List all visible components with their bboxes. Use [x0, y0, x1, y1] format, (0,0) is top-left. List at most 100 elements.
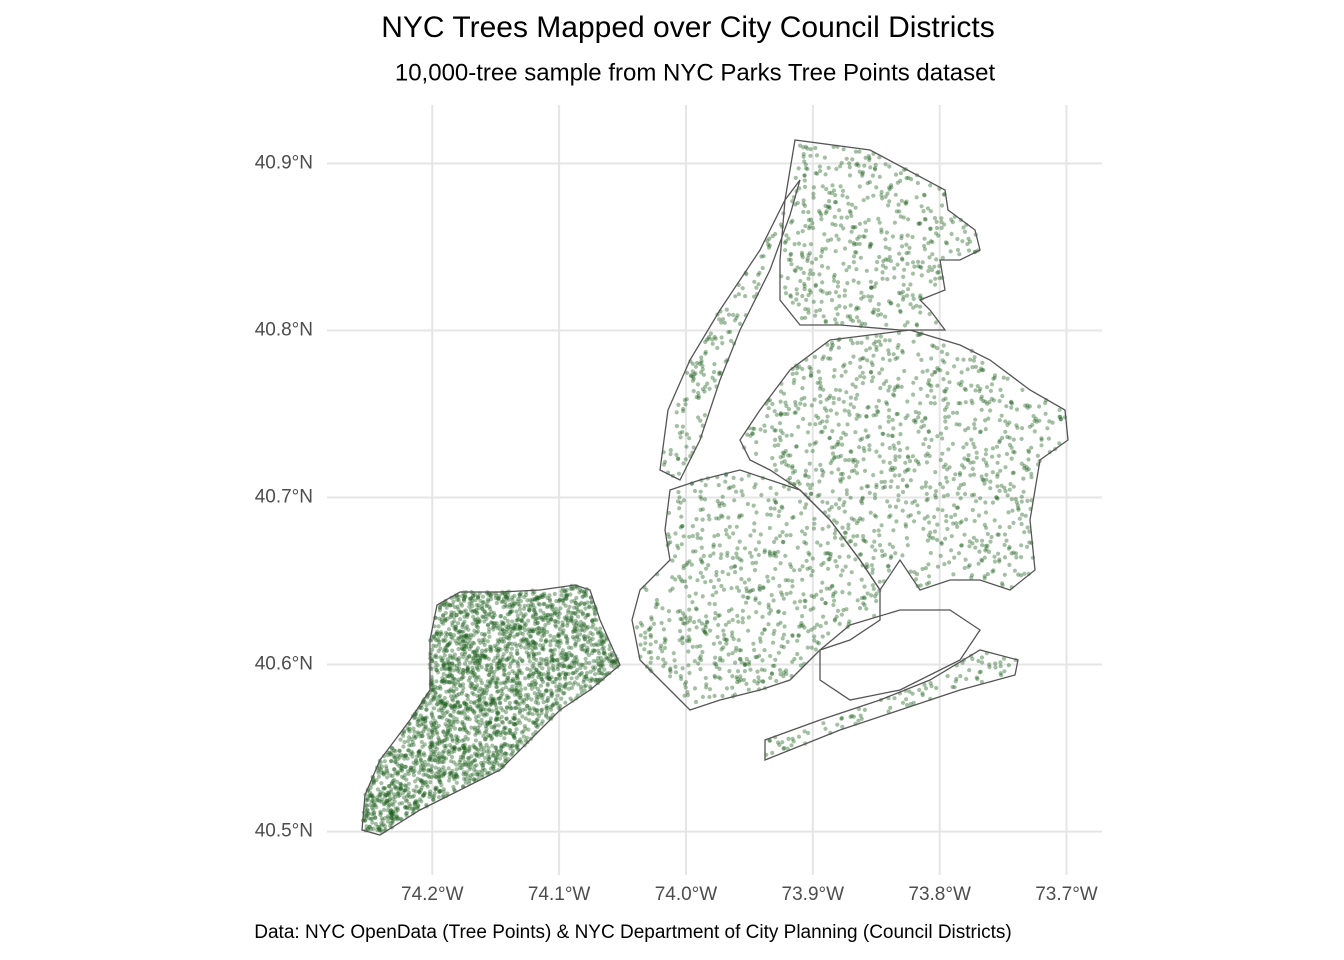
tree-point [462, 746, 467, 751]
tree-point [493, 680, 498, 686]
tree-point [1012, 568, 1018, 573]
tree-point [712, 602, 717, 607]
tree-point [783, 578, 788, 583]
tree-point [480, 688, 485, 693]
tree-point [486, 656, 491, 662]
tree-point [667, 667, 673, 673]
tree-point [511, 722, 516, 727]
tree-point [497, 593, 502, 598]
tree-point [583, 624, 588, 629]
tree-point [861, 356, 866, 361]
tree-point [426, 762, 431, 767]
tree-point [538, 656, 544, 662]
tree-point [493, 595, 498, 601]
tree-point [364, 813, 369, 818]
tree-point [412, 806, 417, 811]
tree-point [866, 217, 871, 223]
tree-point [693, 699, 699, 705]
tree-point [770, 456, 775, 461]
tree-point [515, 648, 520, 653]
tree-point [801, 198, 806, 203]
tree-point [864, 414, 869, 419]
tree-point [820, 280, 825, 285]
tree-point [1003, 429, 1008, 434]
tree-point [926, 533, 932, 538]
tree-point [958, 674, 963, 679]
tree-point [550, 613, 555, 618]
tree-point [796, 302, 801, 307]
tree-point [783, 448, 788, 454]
tree-point [593, 612, 598, 617]
tree-point [571, 664, 577, 669]
tree-point [486, 672, 491, 678]
tree-point [831, 396, 836, 401]
tree-point [590, 636, 595, 642]
tree-point [519, 687, 524, 692]
tree-point [419, 739, 424, 745]
tree-point [767, 243, 772, 248]
tree-point [874, 404, 879, 409]
tree-point [847, 173, 853, 178]
tree-point [920, 369, 925, 374]
tree-point [589, 651, 595, 656]
tree-point [801, 154, 806, 159]
tree-point [820, 289, 825, 294]
tree-point [417, 750, 422, 755]
tree-point [380, 797, 385, 802]
tree-point [910, 454, 916, 459]
tree-point [682, 398, 688, 403]
tree-point [363, 818, 368, 823]
tree-point [800, 229, 805, 234]
tree-point [862, 448, 867, 454]
tree-point [810, 556, 815, 561]
tree-point [448, 721, 453, 727]
tree-point [396, 789, 401, 794]
tree-point [873, 167, 878, 172]
tree-point [920, 693, 925, 698]
tree-point [429, 728, 435, 733]
tree-point [710, 375, 715, 380]
tree-point [569, 676, 574, 681]
tree-point [670, 586, 675, 591]
tree-point [526, 643, 531, 648]
tree-point [526, 641, 531, 646]
tree-point [904, 199, 909, 204]
tree-point [462, 619, 467, 624]
tree-point [495, 652, 500, 657]
tree-point [796, 166, 801, 171]
tree-point [407, 729, 412, 734]
tree-point [386, 819, 391, 824]
tree-point [755, 669, 760, 674]
tree-point [784, 591, 789, 597]
tree-point [581, 611, 586, 616]
tree-point [795, 200, 800, 206]
tree-point [474, 718, 479, 723]
tree-point [862, 596, 867, 601]
tree-point [916, 510, 921, 515]
tree-point [923, 484, 928, 489]
tree-point [517, 592, 522, 597]
tree-point [897, 454, 902, 459]
tree-point [703, 675, 708, 681]
tree-point [938, 368, 943, 373]
tree-point [486, 592, 492, 598]
tree-point [828, 347, 833, 352]
tree-point [662, 645, 668, 651]
tree-point [573, 618, 578, 623]
tree-point [530, 649, 535, 654]
tree-point [453, 624, 458, 629]
tree-point [502, 751, 508, 756]
tree-point [807, 251, 812, 256]
tree-point [890, 234, 896, 239]
tree-point [863, 220, 868, 225]
tree-point [670, 558, 675, 563]
tree-point [913, 458, 919, 463]
tree-point [968, 357, 973, 362]
tree-point [735, 546, 740, 551]
tree-point [462, 750, 467, 755]
tree-point [474, 746, 479, 752]
tree-point [924, 581, 930, 587]
tree-point [503, 594, 508, 600]
tree-point [387, 784, 392, 789]
tree-point [474, 610, 479, 615]
